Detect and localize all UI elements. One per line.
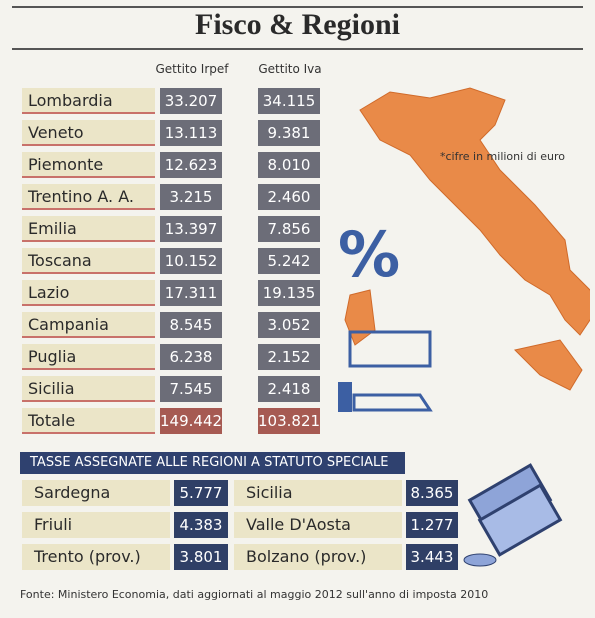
- region-label: Emilia: [22, 216, 155, 242]
- iva-cell: 34.115: [258, 88, 320, 114]
- irpef-cell: 10.152: [160, 248, 222, 274]
- special-label: Bolzano (prov.): [234, 544, 402, 570]
- iva-cell: 8.010: [258, 152, 320, 178]
- banknotes-icon: [463, 463, 563, 567]
- hand-icon: [352, 393, 433, 412]
- irpef-cell: 8.545: [160, 312, 222, 338]
- irpef-cell: 7.545: [160, 376, 222, 402]
- region-label: Piemonte: [22, 152, 155, 178]
- irpef-cell: 33.207: [160, 88, 222, 114]
- special-value: 8.365: [406, 480, 458, 506]
- iva-cell: 9.381: [258, 120, 320, 146]
- special-label: Trento (prov.): [22, 544, 170, 570]
- region-label: Sicilia: [22, 376, 155, 402]
- region-label: Trentino A. A.: [22, 184, 155, 210]
- irpef-cell: 3.215: [160, 184, 222, 210]
- iva-cell: 5.242: [258, 248, 320, 274]
- irpef-cell: 17.311: [160, 280, 222, 306]
- column-header: Gettito Irpef: [155, 62, 229, 76]
- special-value: 3.801: [174, 544, 228, 570]
- region-label: Lombardia: [22, 88, 155, 114]
- total-cell: 149.442: [160, 408, 222, 434]
- irpef-cell: 12.623: [160, 152, 222, 178]
- special-label: Sicilia: [234, 480, 402, 506]
- note: *cifre in milioni di euro: [440, 150, 565, 163]
- special-value: 3.443: [406, 544, 458, 570]
- special-label: Sardegna: [22, 480, 170, 506]
- region-label: Veneto: [22, 120, 155, 146]
- special-label: Valle D'Aosta: [234, 512, 402, 538]
- region-label: Lazio: [22, 280, 155, 306]
- total-label: Totale: [22, 408, 155, 434]
- special-value: 5.777: [174, 480, 228, 506]
- percent-symbol: %: [338, 218, 401, 291]
- special-value: 1.277: [406, 512, 458, 538]
- region-label: Campania: [22, 312, 155, 338]
- hand-icon: [338, 382, 352, 412]
- iva-cell: 19.135: [258, 280, 320, 306]
- column-header: Gettito Iva: [258, 62, 322, 76]
- special-title: TASSE ASSEGNATE ALLE REGIONI A STATUTO S…: [20, 452, 405, 474]
- title: Fisco & Regioni: [195, 8, 400, 41]
- iva-cell: 7.856: [258, 216, 320, 242]
- source: Fonte: Ministero Economia, dati aggiorna…: [20, 588, 489, 601]
- map: [338, 87, 590, 412]
- iva-cell: 2.418: [258, 376, 320, 402]
- italy-mainland: [359, 87, 590, 336]
- irpef-cell: 13.397: [160, 216, 222, 242]
- rule: [12, 48, 583, 50]
- iva-cell: 2.460: [258, 184, 320, 210]
- iva-cell: 3.052: [258, 312, 320, 338]
- irpef-cell: 13.113: [160, 120, 222, 146]
- total-cell: 103.821: [258, 408, 320, 434]
- irpef-cell: 6.238: [160, 344, 222, 370]
- rule: [12, 6, 583, 8]
- region-label: Puglia: [22, 344, 155, 370]
- iva-cell: 2.152: [258, 344, 320, 370]
- special-value: 4.383: [174, 512, 228, 538]
- region-label: Toscana: [22, 248, 155, 274]
- special-label: Friuli: [22, 512, 170, 538]
- money-icon: [348, 330, 432, 368]
- sicily: [514, 339, 583, 391]
